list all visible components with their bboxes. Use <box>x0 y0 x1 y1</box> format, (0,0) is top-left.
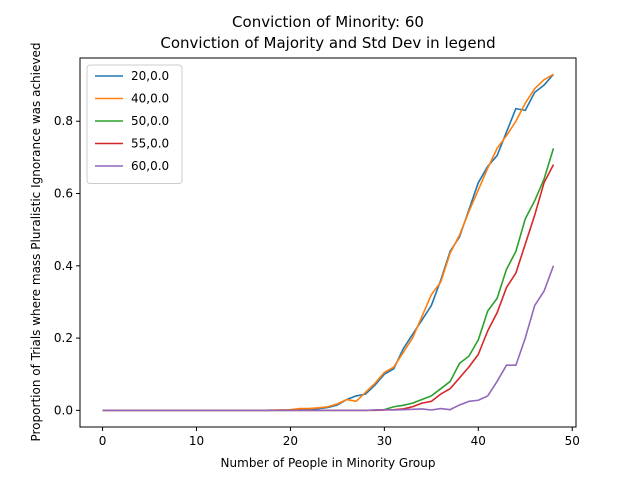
series-line-4 <box>102 265 555 412</box>
x-tick-label: 40 <box>471 434 486 448</box>
legend-label-4: 60,0.0 <box>131 159 169 173</box>
series-line-2 <box>102 148 555 412</box>
legend-label-2: 50,0.0 <box>131 114 169 128</box>
x-axis-label: Number of People in Minority Group <box>221 456 436 470</box>
y-axis: 0.0 0.2 0.4 0.6 0.8 <box>54 114 80 417</box>
legend-label-3: 55,0.0 <box>131 137 169 151</box>
legend-box <box>86 64 183 184</box>
x-axis: 0 10 20 30 40 50 <box>99 427 580 448</box>
y-tick-label: 0.0 <box>54 403 73 417</box>
x-tick-label: 10 <box>189 434 204 448</box>
legend-label-0: 20,0.0 <box>131 69 169 83</box>
y-tick-label: 0.8 <box>54 114 73 128</box>
legend-label-1: 40,0.0 <box>131 92 169 106</box>
legend: 20,0.0 40,0.0 50,0.0 55,0.0 60,0.0 <box>86 64 183 184</box>
x-tick-label: 20 <box>283 434 298 448</box>
y-tick-label: 0.4 <box>54 259 73 273</box>
y-tick-label: 0.2 <box>54 331 73 345</box>
plot-lines <box>102 73 555 412</box>
x-tick-label: 50 <box>565 434 580 448</box>
chart-title: Conviction of Minority: 60 <box>232 13 424 31</box>
series-line-3 <box>102 164 555 412</box>
chart-subtitle: Conviction of Majority and Std Dev in le… <box>160 34 495 52</box>
x-tick-label: 0 <box>99 434 107 448</box>
y-tick-label: 0.6 <box>54 187 73 201</box>
y-axis-label: Proportion of Trials where mass Pluralis… <box>29 43 43 442</box>
plot-frame <box>79 57 577 428</box>
x-tick-label: 30 <box>377 434 392 448</box>
